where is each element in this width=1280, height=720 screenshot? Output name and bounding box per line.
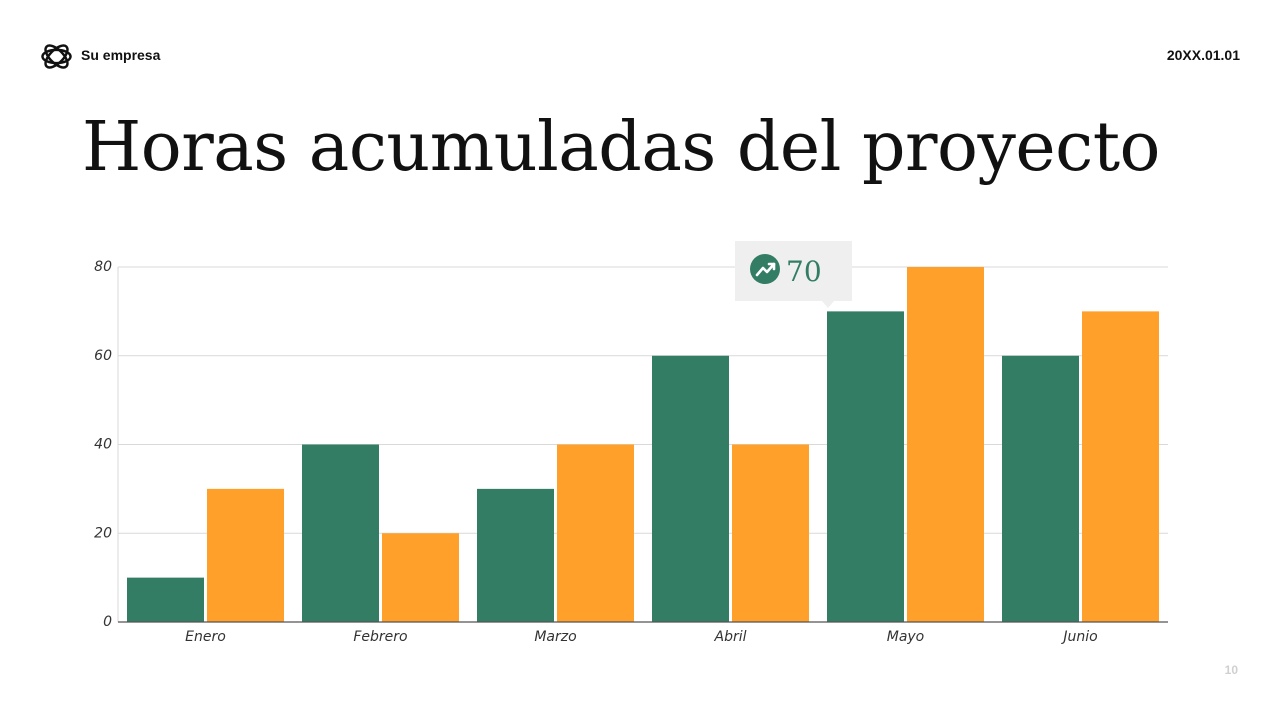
bar-series-1-enero [127,577,204,622]
x-category-label: Febrero [353,629,407,645]
y-tick-label: 0 [103,614,112,630]
bar-series-2-marzo [557,444,634,622]
x-category-label: Abril [714,629,747,645]
company-name: Su empresa [81,47,161,63]
y-tick-label: 40 [94,437,112,453]
x-axis-categories: Enero Febrero Marzo Abril Mayo Junio [185,629,1098,645]
slide-title: Horas acumuladas del proyecto [82,108,1160,187]
grid-lines [117,266,1168,622]
value-callout: 70 [735,241,852,308]
bar-series-1-abril [652,355,729,622]
date-label: 20XX.01.01 [1166,47,1240,63]
callout-value: 70 [786,255,822,288]
x-category-label: Junio [1060,629,1097,645]
bar-series-2-febrero [382,533,459,622]
y-tick-label: 80 [94,259,112,275]
x-category-label: Mayo [887,629,925,645]
y-tick-label: 20 [94,525,112,541]
bar-series-1-junio [1002,355,1079,622]
bar-series-1-mayo [827,311,904,622]
bar-series-1-febrero [302,444,379,622]
bar-series-2-abril [732,444,809,622]
page-number: 10 [1224,663,1238,677]
bar-group [127,267,1159,622]
bar-series-2-junio [1082,311,1159,622]
y-tick-label: 60 [94,348,112,364]
bar-series-2-mayo [907,267,984,622]
x-category-label: Marzo [534,629,576,645]
interlocking-rings-icon [41,44,72,69]
bar-series-1-marzo [477,488,554,622]
y-axis-ticks: 0 20 40 60 80 [94,259,112,630]
x-category-label: Enero [185,629,226,645]
bar-series-2-enero [207,488,284,622]
